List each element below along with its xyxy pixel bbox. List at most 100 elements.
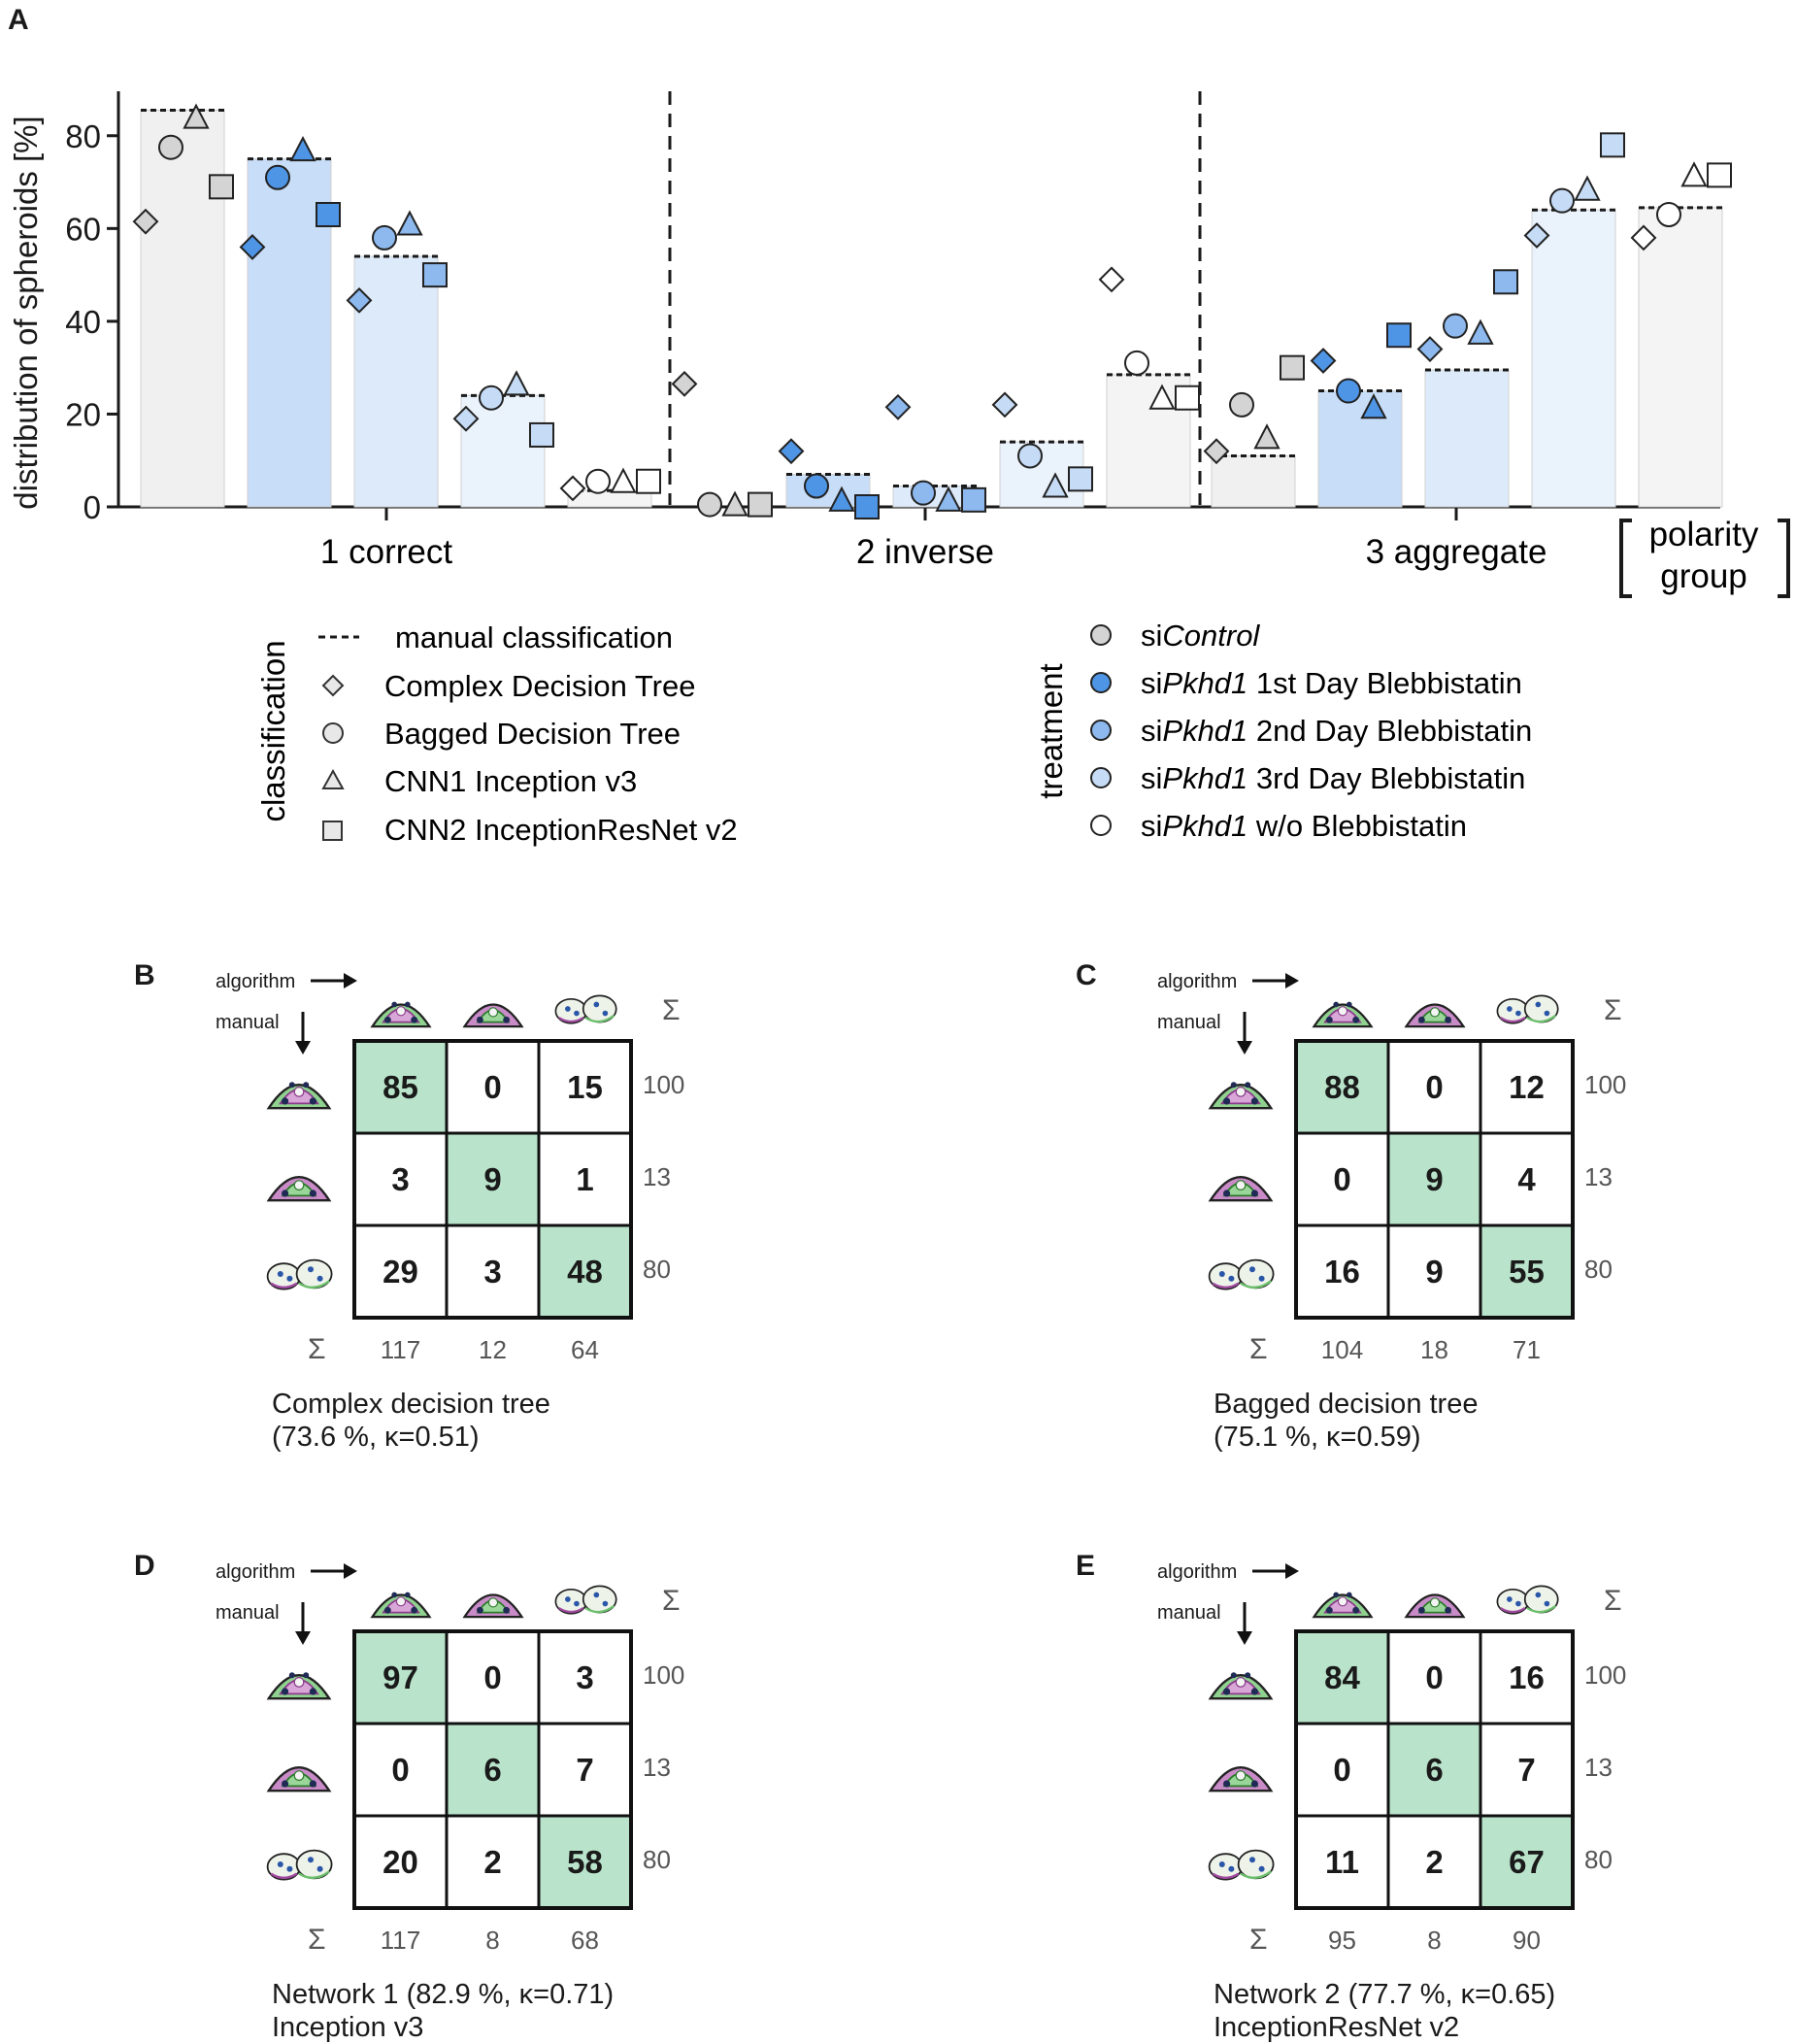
group-label-correct: 1 correct [320, 533, 452, 571]
data-point-circle [804, 473, 829, 499]
data-point-circle [1336, 378, 1361, 404]
matrix-cell: 12 [1480, 1041, 1573, 1133]
matrix-cell: 15 [539, 1041, 631, 1133]
matrix-cell: 97 [354, 1631, 447, 1724]
data-point-diamond [346, 286, 373, 314]
column-spheroid-icon [552, 1579, 618, 1625]
data-point-square [854, 494, 880, 519]
y-axis-label: distribution of spheroids [%] [8, 116, 44, 509]
data-point-triangle [503, 370, 530, 396]
data-point-circle [1443, 313, 1468, 339]
bar [1531, 209, 1616, 508]
column-sum: 18 [1420, 1335, 1448, 1364]
treatment-label: siPkhd1 1st Day Blebbistatin [1141, 666, 1522, 700]
data-point-circle [479, 385, 504, 411]
row-sum: 80 [1584, 1845, 1613, 1874]
algorithm-label: algorithm [216, 1561, 296, 1583]
data-point-square [748, 491, 773, 518]
data-point-triangle [1042, 472, 1069, 498]
panel-letter-c: C [1076, 959, 1097, 991]
row-spheroid-icon [1206, 1751, 1276, 1798]
row-spheroid-icon [1206, 1068, 1276, 1116]
treatment-label: siPkhd1 w/o Blebbistatin [1141, 809, 1467, 843]
y-tick-label: 80 [65, 118, 101, 154]
data-point-diamond [778, 438, 805, 465]
y-tick-label: 40 [65, 304, 101, 340]
matrix-cell: 58 [539, 1816, 631, 1908]
matrix-cell: 0 [447, 1631, 539, 1724]
legend-treatment-title: treatment [1033, 663, 1069, 798]
manual-label: manual [216, 1012, 280, 1033]
chart-markers [132, 103, 1732, 519]
data-point-circle [1124, 350, 1149, 376]
data-point-square [1707, 162, 1732, 188]
data-point-circle [1017, 443, 1043, 469]
matrix-cell: 55 [1480, 1225, 1573, 1318]
data-point-square [209, 174, 234, 200]
data-point-diamond [1630, 224, 1657, 251]
y-tick-label: 20 [65, 396, 101, 432]
bar [1317, 390, 1403, 508]
data-point-square [1386, 322, 1412, 349]
treatment-label: siControl [1141, 619, 1260, 653]
chart-bars [140, 109, 1723, 509]
data-point-triangle [828, 486, 855, 512]
matrix-caption: Complex decision tree (73.6 %, κ=0.51) [272, 1389, 550, 1453]
row-sum-symbol: Σ [1249, 1333, 1268, 1365]
legend-complex-dt: Complex Decision Tree [384, 669, 695, 703]
data-point-diamond [1523, 222, 1550, 249]
row-spheroid-icon [1206, 1160, 1276, 1208]
data-point-circle [372, 224, 397, 251]
matrix-cell: 9 [1388, 1225, 1480, 1318]
data-point-triangle [1253, 423, 1280, 450]
row-sum: 80 [643, 1845, 671, 1874]
matrix-cell: 67 [1480, 1816, 1573, 1908]
matrix-caption: Network 1 (82.9 %, κ=0.71) Inception v3 [272, 1979, 615, 2043]
row-sum: 100 [643, 1070, 685, 1099]
data-point-triangle [721, 490, 748, 517]
column-sum-symbol: Σ [1604, 1585, 1622, 1617]
matrix-cell: 2 [1388, 1816, 1480, 1908]
column-spheroid-icon [1310, 1579, 1376, 1625]
y-tick-label: 60 [65, 211, 101, 247]
legend-diamond-icon [321, 674, 345, 697]
data-point-diamond [239, 234, 266, 260]
data-point-square [422, 262, 448, 288]
legend-classification-title: classification [255, 640, 291, 821]
legend-circle-icon [322, 722, 344, 744]
row-sum: 13 [1584, 1162, 1613, 1191]
matrix-cell: 2 [447, 1816, 539, 1908]
row-spheroid-icon [264, 1068, 334, 1116]
row-spheroid-icon [264, 1253, 334, 1300]
data-point-square [1600, 132, 1625, 158]
column-sum: 68 [571, 1926, 599, 1955]
manual-label: manual [1157, 1602, 1221, 1624]
treatment-legend-items: siControl siPkhd1 1st Day Blebbistatin siP… [1090, 619, 1532, 843]
matrix-cell: 16 [1480, 1631, 1573, 1724]
legend-cnn1: CNN1 Inception v3 [384, 764, 637, 798]
column-spheroid-icon [1402, 988, 1468, 1034]
column-sum: 117 [380, 1926, 421, 1955]
column-sum-symbol: Σ [1604, 994, 1622, 1026]
matrix-cell: 0 [1296, 1724, 1388, 1816]
column-sum: 95 [1328, 1926, 1356, 1955]
column-spheroid-icon [460, 1579, 526, 1625]
column-sum-symbol: Σ [662, 1585, 681, 1617]
matrix-cell: 0 [1388, 1631, 1480, 1724]
polarity-group-label-top: polarity [1649, 516, 1759, 553]
group-label-inverse: 2 inverse [856, 533, 994, 571]
treatment-swatch [1090, 815, 1112, 836]
panel-letter-a: A [8, 4, 29, 36]
treatment-swatch [1090, 767, 1112, 788]
data-point-square [636, 468, 661, 494]
legends: classification manual classification Com… [255, 619, 1532, 847]
row-spheroid-icon [1206, 1659, 1276, 1706]
column-spheroid-icon [368, 988, 434, 1034]
row-spheroid-icon [264, 1659, 334, 1706]
bar [1638, 207, 1723, 508]
matrix-cell: 0 [447, 1041, 539, 1133]
